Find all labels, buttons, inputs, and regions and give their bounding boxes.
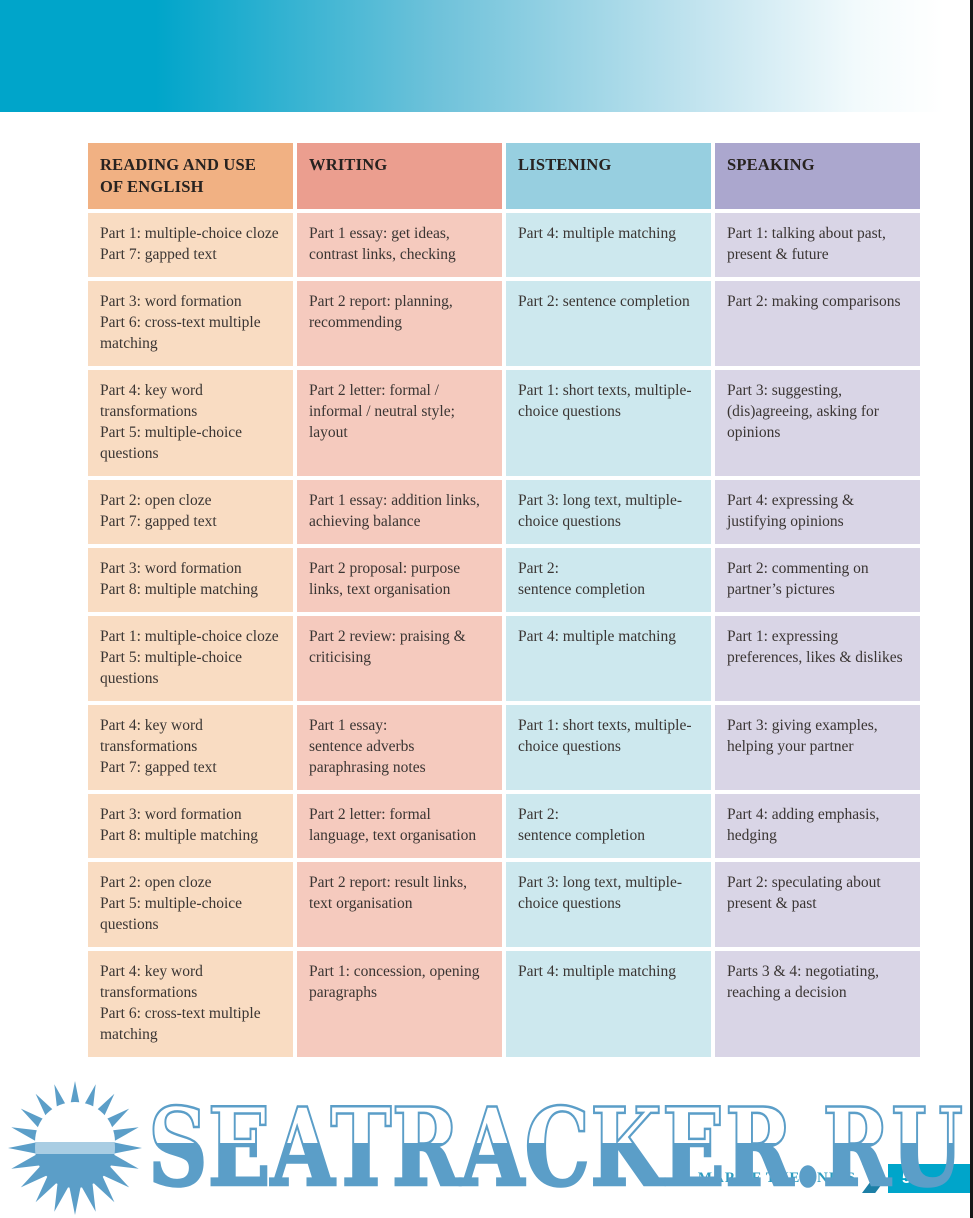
footer: MAP OF THE UNITS 5 bbox=[698, 1164, 970, 1193]
chevron-right-icon bbox=[862, 1164, 886, 1193]
cell-reading: Part 2: open cloze Part 7: gapped text bbox=[88, 480, 293, 544]
top-gradient-band bbox=[0, 0, 973, 112]
cell-speaking: Part 3: suggesting, (dis)agreeing, askin… bbox=[715, 370, 920, 476]
cell-reading: Part 4: key word transformations Part 7:… bbox=[88, 705, 293, 790]
cell-writing: Part 2 letter: formal language, text org… bbox=[297, 794, 502, 858]
cell-listening: Part 3: long text, multiple-choice quest… bbox=[506, 862, 711, 947]
column-header-reading: READING AND USE OF ENGLISH bbox=[88, 143, 293, 209]
cell-listening: Part 2: sentence completion bbox=[506, 281, 711, 366]
cell-reading: Part 1: multiple-choice cloze Part 7: ga… bbox=[88, 213, 293, 277]
page-number: 5 bbox=[902, 1169, 911, 1187]
section-label: MAP OF THE UNITS bbox=[697, 1170, 856, 1186]
sun-horizon-band bbox=[35, 1142, 115, 1154]
cell-listening: Part 4: multiple matching bbox=[506, 616, 711, 701]
cell-speaking: Part 1: talking about past, present & fu… bbox=[715, 213, 920, 277]
cell-listening: Part 2: sentence completion bbox=[506, 548, 711, 612]
cell-listening: Part 1: short texts, multiple-choice que… bbox=[506, 705, 711, 790]
cell-reading: Part 1: multiple-choice cloze Part 5: mu… bbox=[88, 616, 293, 701]
cell-speaking: Part 2: speculating about present & past bbox=[715, 862, 920, 947]
page-right-edge-line bbox=[970, 0, 973, 1218]
cell-writing: Part 2 letter: formal / informal / neutr… bbox=[297, 370, 502, 476]
cell-reading: Part 4: key word transformations Part 5:… bbox=[88, 370, 293, 476]
cell-speaking: Part 2: making comparisons bbox=[715, 281, 920, 366]
column-header-listening: LISTENING bbox=[506, 143, 711, 209]
cell-writing: Part 2 report: result links, text organi… bbox=[297, 862, 502, 947]
cell-speaking: Part 4: adding emphasis, hedging bbox=[715, 794, 920, 858]
cell-speaking: Parts 3 & 4: negotiating, reaching a dec… bbox=[715, 951, 920, 1057]
sun-disc bbox=[35, 1108, 115, 1188]
cell-listening: Part 1: short texts, multiple-choice que… bbox=[506, 370, 711, 476]
column-header-speaking: SPEAKING bbox=[715, 143, 920, 209]
cell-reading: Part 2: open cloze Part 5: multiple-choi… bbox=[88, 862, 293, 947]
cell-writing: Part 1: concession, opening paragraphs bbox=[297, 951, 502, 1057]
cell-speaking: Part 2: commenting on partner’s pictures bbox=[715, 548, 920, 612]
sun-rays bbox=[8, 1081, 142, 1215]
cell-reading: Part 3: word formation Part 8: multiple … bbox=[88, 794, 293, 858]
column-header-writing: WRITING bbox=[297, 143, 502, 209]
cell-writing: Part 2 review: praising & criticising bbox=[297, 616, 502, 701]
cell-writing: Part 1 essay: addition links, achieving … bbox=[297, 480, 502, 544]
cell-listening: Part 4: multiple matching bbox=[506, 213, 711, 277]
cell-writing: Part 1 essay: sentence adverbs paraphras… bbox=[297, 705, 502, 790]
cell-reading: Part 3: word formation Part 6: cross-tex… bbox=[88, 281, 293, 366]
cell-listening: Part 4: multiple matching bbox=[506, 951, 711, 1057]
units-table: READING AND USE OF ENGLISH WRITING LISTE… bbox=[88, 143, 920, 1057]
cell-speaking: Part 1: expressing preferences, likes & … bbox=[715, 616, 920, 701]
watermark: SEATRACKER.RU bbox=[8, 1081, 964, 1215]
sun-logo bbox=[8, 1081, 142, 1215]
cell-speaking: Part 4: expressing & justifying opinions bbox=[715, 480, 920, 544]
cell-reading: Part 3: word formation Part 8: multiple … bbox=[88, 548, 293, 612]
cell-speaking: Part 3: giving examples, helping your pa… bbox=[715, 705, 920, 790]
cell-reading: Part 4: key word transformations Part 6:… bbox=[88, 951, 293, 1057]
cell-writing: Part 2 proposal: purpose links, text org… bbox=[297, 548, 502, 612]
cell-listening: Part 3: long text, multiple-choice quest… bbox=[506, 480, 711, 544]
cell-writing: Part 2 report: planning, recommending bbox=[297, 281, 502, 366]
page-number-badge: 5 bbox=[888, 1164, 970, 1193]
cell-writing: Part 1 essay: get ideas, contrast links,… bbox=[297, 213, 502, 277]
sun-dome bbox=[35, 1102, 115, 1142]
cell-listening: Part 2: sentence completion bbox=[506, 794, 711, 858]
